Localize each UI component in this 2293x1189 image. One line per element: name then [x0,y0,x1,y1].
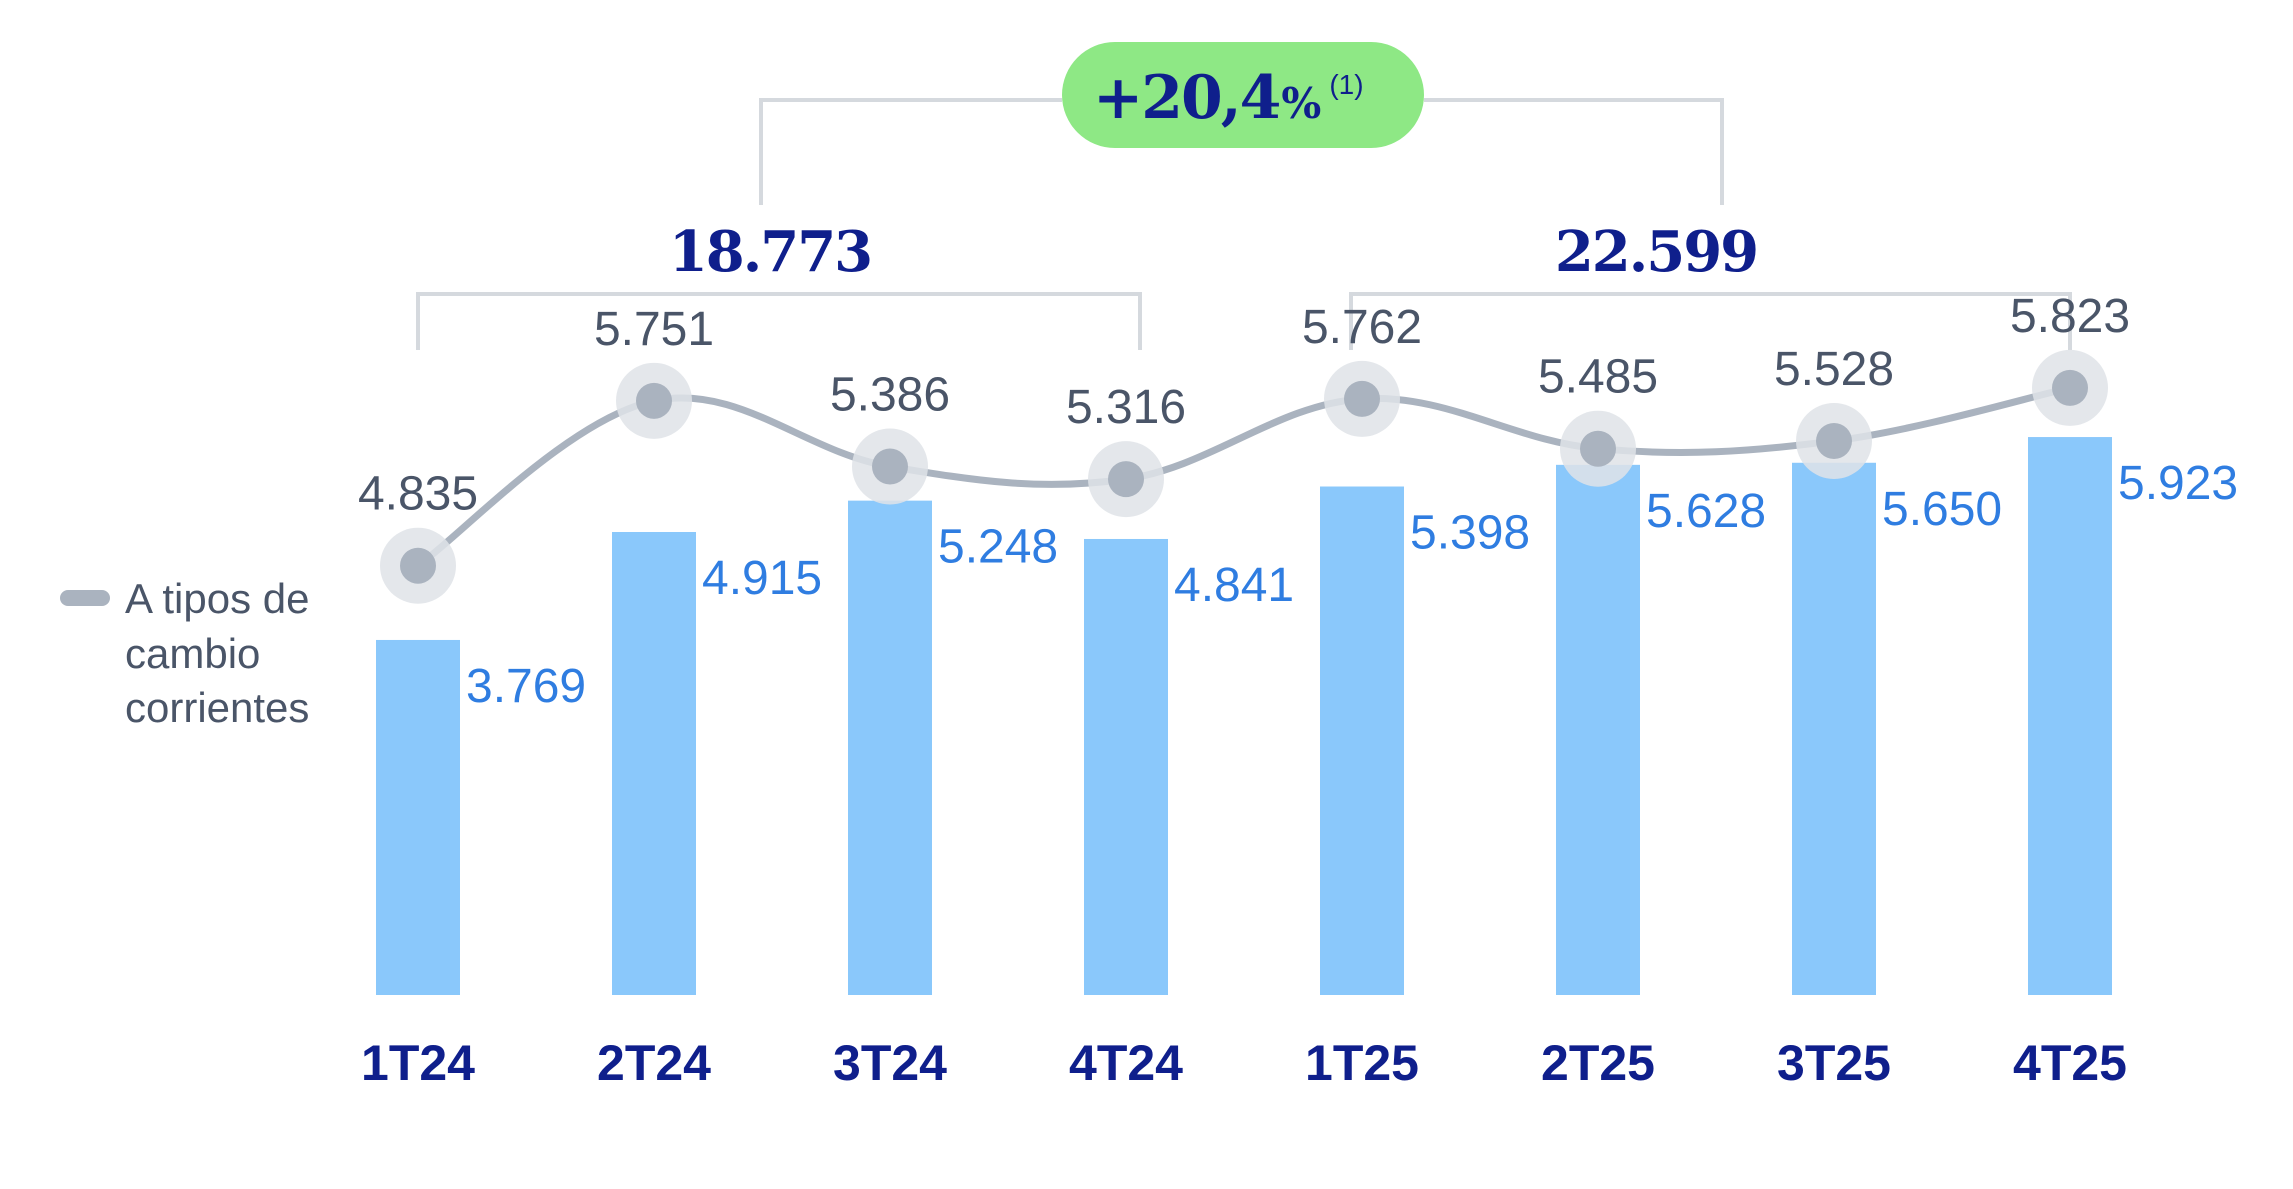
category-label-4T25: 4T25 [2013,1035,2127,1091]
line-value-label-2T24: 5.751 [594,303,714,356]
line-value-label-4T24: 5.316 [1066,381,1186,434]
bar-value-label-1T24: 3.769 [466,660,586,713]
bar-2T25 [1556,464,1640,995]
legend-text-line-1: A tipos de [125,575,309,622]
bracket-2024 [416,292,1142,350]
legend-text-line-2: cambio [125,630,260,677]
bar-3T25 [1792,462,1876,995]
line-point-4T24 [1108,461,1144,498]
line-point-3T24 [872,448,908,485]
bar-2T24 [612,532,696,995]
bar-1T24 [376,639,460,995]
line-value-label-3T24: 5.386 [830,369,950,422]
bars [376,437,2112,995]
category-label-3T24: 3T24 [833,1035,947,1091]
line-point-1T24 [400,547,436,584]
bar-4T25 [2028,437,2112,995]
bar-value-label-3T25: 5.650 [1882,483,2002,536]
bar-value-label-2T25: 5.628 [1646,485,1766,538]
category-label-2T24: 2T24 [597,1035,711,1091]
line-value-label-1T25: 5.762 [1302,301,1422,354]
legend-text-line-3: corrientes [125,684,309,731]
bar-1T25 [1320,486,1404,995]
line-value-label-1T24: 4.835 [358,468,478,521]
line-value-label-2T25: 5.485 [1538,351,1658,404]
category-label-1T24: 1T24 [361,1035,475,1091]
category-label-1T25: 1T25 [1305,1035,1419,1091]
bracket-growth-left [759,98,1062,205]
line-point-3T25 [1816,422,1852,459]
bar-value-label-3T24: 5.248 [938,521,1058,574]
growth-note: (1) [1329,69,1363,100]
growth-badge-text: +20,4% (1) [1093,63,1364,133]
line-layer [380,349,2108,604]
legend: A tipos de cambio corrientes [60,575,309,731]
total-label-2025: 22.599 [1555,219,1757,285]
line-value-label-4T25: 5.823 [2010,290,2130,343]
growth-badge-background [1062,42,1424,148]
bar-4T24 [1084,538,1168,995]
bar-value-label-4T24: 4.841 [1174,559,1294,612]
total-label-2024: 18.773 [669,219,871,285]
bracket-2025 [1349,292,2072,350]
bar-3T24 [848,500,932,995]
line-point-2T25 [1580,430,1616,467]
line-point-2T24 [636,382,672,419]
labels: 3.769 4.915 5.248 4.841 5.398 5.628 5.650 5.923… [358,290,2238,1091]
bar-value-label-4T25: 5.923 [2118,457,2238,510]
line-point-4T25 [2052,369,2088,406]
bar-value-label-1T25: 5.398 [1410,507,1530,560]
bar-value-label-2T24: 4.915 [702,552,822,605]
category-label-4T24: 4T24 [1069,1035,1183,1091]
category-label-2T25: 2T25 [1541,1035,1655,1091]
bracket-growth-right [1424,98,1724,205]
line-point-1T25 [1344,380,1380,417]
growth-badge: +20,4% (1) [1062,42,1424,148]
brackets [416,98,2072,350]
growth-unit: % [1281,79,1321,128]
category-label-3T25: 3T25 [1777,1035,1891,1091]
line-value-label-3T25: 5.528 [1774,343,1894,396]
growth-value: +20,4 [1093,63,1280,133]
